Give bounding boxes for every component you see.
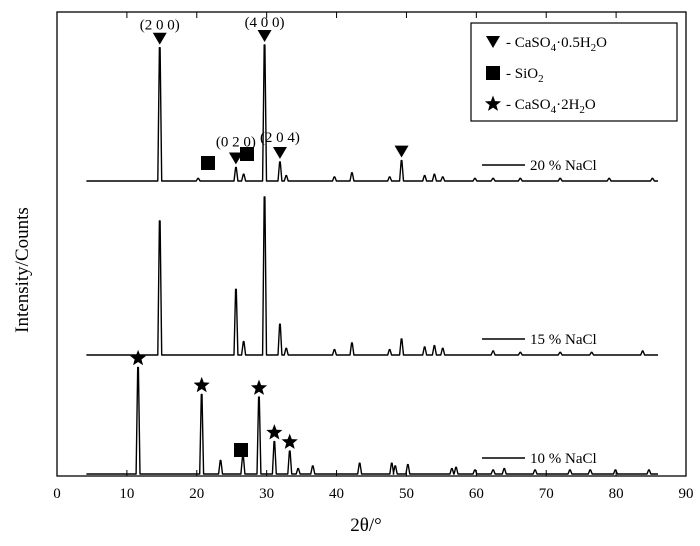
down-triangle-icon bbox=[272, 147, 287, 159]
x-tick-label: 70 bbox=[539, 486, 554, 502]
x-tick-label: 10 bbox=[119, 486, 134, 502]
x-tick-label: 50 bbox=[399, 486, 414, 502]
down-triangle-icon bbox=[394, 145, 409, 158]
x-tick-label: 90 bbox=[679, 486, 694, 502]
x-tick-label: 20 bbox=[189, 486, 204, 502]
legend-box bbox=[470, 22, 678, 122]
legend: - CaSO4·0.5H2O - SiO2 - CaSO4·2H2O bbox=[470, 22, 678, 122]
diffraction-trace bbox=[86, 196, 658, 356]
x-tick-label: 80 bbox=[609, 486, 624, 502]
x-axis-title: 2θ/° bbox=[350, 515, 381, 536]
down-triangle-icon bbox=[228, 152, 243, 165]
star-icon bbox=[250, 379, 268, 395]
x-axis-ticks: 0 10 20 30 40 50 60 70 80 90 bbox=[53, 12, 694, 502]
miller-index-label: (0 2 0) bbox=[216, 134, 256, 150]
diffraction-traces: 20 % NaCl 15 % NaCl 10 % NaCl bbox=[86, 44, 658, 475]
x-tick-label: 30 bbox=[259, 486, 274, 502]
plot-border bbox=[56, 11, 687, 477]
phase-markers: (2 0 0) (4 0 0) (0 2 0) (2 0 4) bbox=[130, 15, 409, 457]
series-label: 15 % NaCl bbox=[530, 332, 597, 348]
star-icon bbox=[130, 349, 147, 366]
series-label: 10 % NaCl bbox=[530, 451, 597, 467]
y-axis-title: Intensity/Counts bbox=[12, 207, 33, 333]
down-triangle-icon bbox=[152, 32, 167, 45]
down-triangle-icon bbox=[486, 36, 500, 48]
down-triangle-icon bbox=[257, 30, 272, 42]
filled-square-icon bbox=[201, 156, 215, 170]
x-tick-label: 0 bbox=[53, 486, 61, 502]
x-tick-label: 60 bbox=[469, 486, 484, 502]
star-icon bbox=[266, 424, 283, 440]
filled-square-icon bbox=[486, 66, 500, 80]
star-icon bbox=[484, 95, 502, 111]
legend-entry-label: - SiO2 bbox=[506, 66, 544, 85]
legend-entry-label: - CaSO4·0.5H2O bbox=[506, 35, 607, 54]
legend-entry-label: - CaSO4·2H2O bbox=[506, 97, 596, 116]
diffraction-trace bbox=[86, 366, 658, 475]
miller-index-label: (2 0 4) bbox=[260, 130, 300, 146]
miller-index-label: (2 0 0) bbox=[140, 18, 180, 34]
diffraction-trace bbox=[86, 44, 658, 182]
star-icon bbox=[193, 376, 210, 393]
filled-square-icon bbox=[240, 147, 254, 161]
x-tick-label: 40 bbox=[329, 486, 344, 502]
plot-frame bbox=[56, 11, 687, 477]
series-label: 20 % NaCl bbox=[530, 158, 597, 174]
filled-square-icon bbox=[234, 443, 248, 457]
miller-index-label: (4 0 0) bbox=[245, 15, 285, 31]
star-icon bbox=[281, 433, 298, 449]
